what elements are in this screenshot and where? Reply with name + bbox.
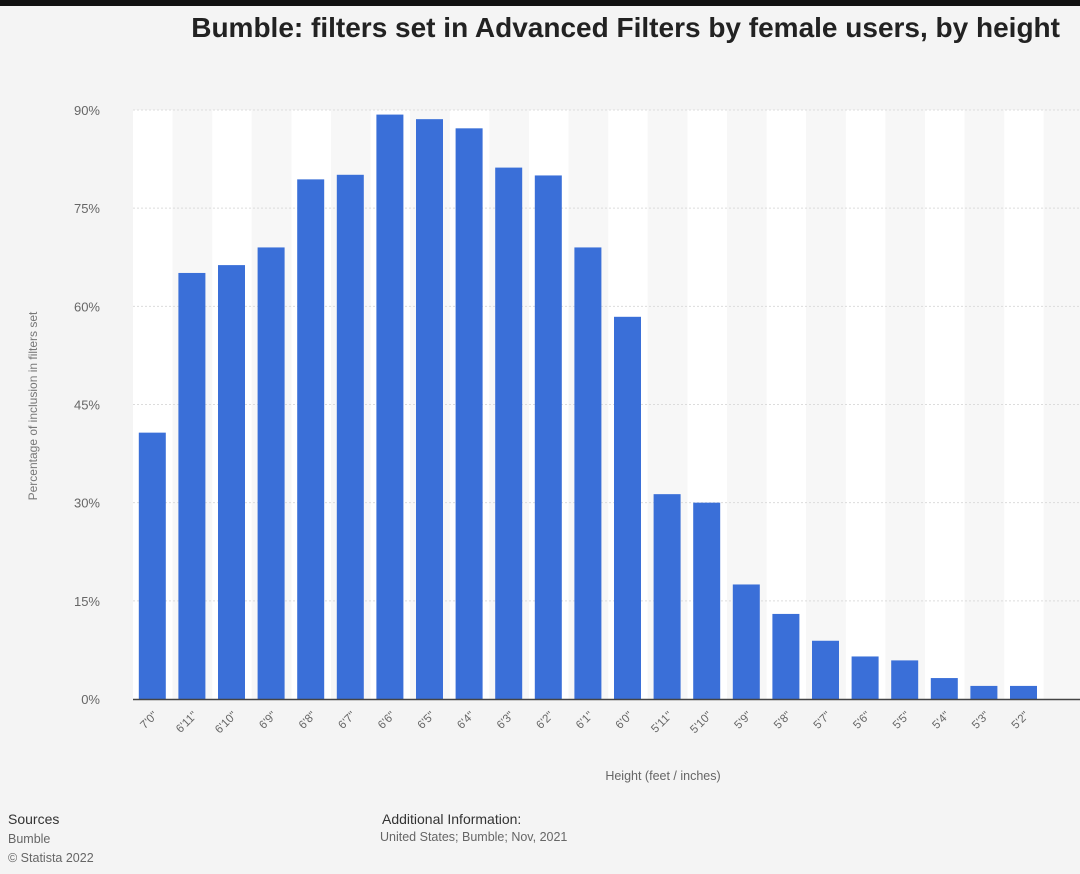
y-tick-label: 15%: [74, 594, 100, 609]
bar: [772, 613, 800, 699]
x-tick-label: 6'8": [297, 710, 319, 732]
x-tick-label: 6'9": [257, 710, 279, 732]
y-tick-label: 75%: [74, 201, 100, 216]
bar: [732, 584, 760, 699]
x-tick-label: 6'11": [174, 710, 200, 736]
x-tick-label: 5'11": [649, 710, 675, 736]
chart-title: Bumble: filters set in Advanced Filters …: [191, 12, 1060, 43]
x-tick-label: 6'2": [534, 710, 556, 732]
x-tick-label: 6'5": [416, 710, 438, 732]
bar: [495, 167, 523, 699]
x-tick-label: 5'6": [851, 710, 873, 732]
bar: [257, 247, 285, 699]
y-tick-label: 30%: [74, 496, 100, 511]
x-tick-label: 6'1": [574, 710, 596, 732]
bar: [416, 119, 443, 699]
x-tick-label: 6'6": [376, 710, 398, 732]
y-axis-label: Percentage of inclusion in filters set: [26, 311, 40, 500]
bar-chart: 0% 15% 30% 45% 60% 75% 90% 7'0" 6'11" 6'10" 6'9" 6'…: [26, 103, 1080, 783]
x-tick-label: 5'10": [688, 710, 714, 736]
bar: [178, 272, 206, 699]
x-tick-label: 6'7": [336, 710, 358, 732]
x-tick-label: 5'7": [812, 710, 834, 732]
bar: [851, 656, 879, 699]
x-tick-label: 6'4": [455, 710, 477, 732]
x-axis-label: Height (feet / inches): [605, 769, 720, 783]
copyright-text: © Statista 2022: [8, 851, 94, 865]
bar: [653, 494, 681, 699]
bar: [138, 432, 166, 699]
y-tick-label: 45%: [74, 398, 100, 413]
top-border: [0, 0, 1080, 6]
y-tick-label: 0%: [81, 692, 100, 707]
y-tick-label: 60%: [74, 299, 100, 314]
bar: [1010, 685, 1037, 699]
bar: [614, 316, 641, 699]
x-tick-label: 5'2": [1010, 710, 1032, 732]
bar: [455, 128, 483, 699]
bar: [574, 247, 602, 699]
sources-label: Sources: [8, 811, 60, 827]
bar: [693, 502, 721, 699]
x-tick-label: 6'0": [614, 710, 636, 732]
bar: [336, 174, 364, 700]
x-tick-label: 5'8": [772, 710, 794, 732]
additional-info-label: Additional Information:: [382, 811, 522, 827]
y-tick-label: 90%: [74, 103, 100, 118]
x-tick-label: 5'3": [970, 710, 992, 732]
x-tick-label: 6'10": [213, 710, 239, 736]
x-tick-label: 5'4": [930, 710, 952, 732]
bar: [812, 640, 839, 699]
bar: [534, 175, 562, 699]
x-tick-label: 5'5": [891, 710, 913, 732]
bar: [891, 660, 919, 699]
bar: [218, 265, 245, 699]
bar: [930, 678, 958, 699]
additional-info-text: United States; Bumble; Nov, 2021: [380, 830, 568, 844]
bar: [297, 179, 325, 700]
x-tick-label: 6'3": [495, 710, 517, 732]
bar: [376, 114, 404, 699]
x-tick-label: 5'9": [732, 710, 754, 732]
source-text: Bumble: [8, 832, 51, 846]
bar: [970, 685, 998, 699]
x-tick-label: 7'0": [138, 710, 160, 732]
